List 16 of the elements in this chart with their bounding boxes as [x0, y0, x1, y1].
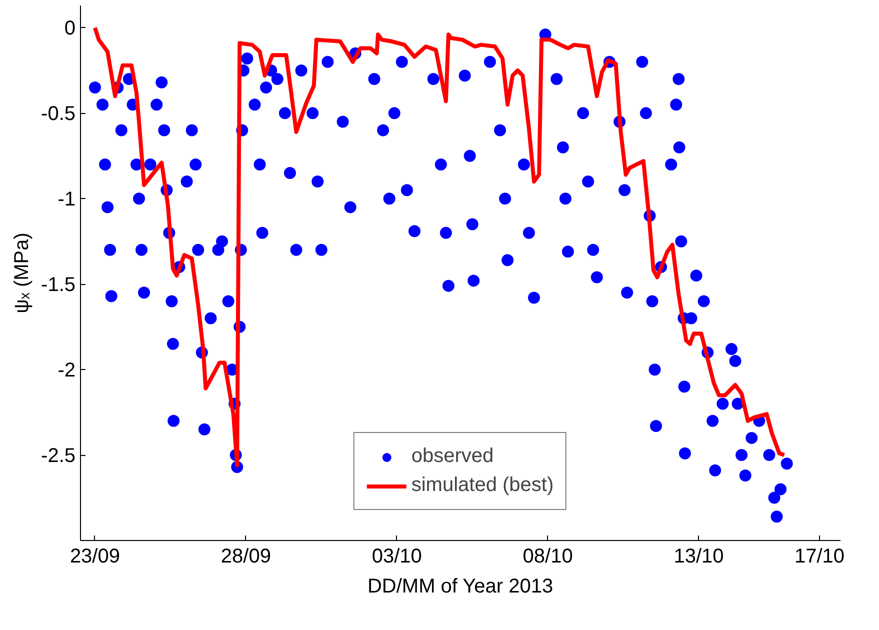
x-axis-title: DD/MM of Year 2013	[367, 576, 554, 598]
y-tick-label: -0.5	[41, 103, 76, 126]
y-tick-label: -2.5	[41, 445, 76, 468]
legend-label: observed	[411, 445, 494, 468]
x-tick-label: 08/10	[522, 546, 573, 568]
x-tick-label: 17/10	[794, 546, 845, 568]
x-tick-label: 23/09	[70, 546, 120, 568]
x-tick-label: 28/09	[220, 546, 271, 568]
x-tick-label: 03/10	[372, 546, 422, 568]
x-tick-label: 13/10	[674, 546, 724, 568]
y-axis-title: ψₓ (MPa)	[11, 232, 34, 314]
y-tick-label: -1.5	[41, 274, 76, 296]
legend-label: simulated (best)	[411, 474, 554, 497]
y-tick-label: 0	[64, 18, 76, 40]
y-tick-label: -2	[58, 360, 76, 382]
y-tick-label: -1	[58, 188, 76, 211]
